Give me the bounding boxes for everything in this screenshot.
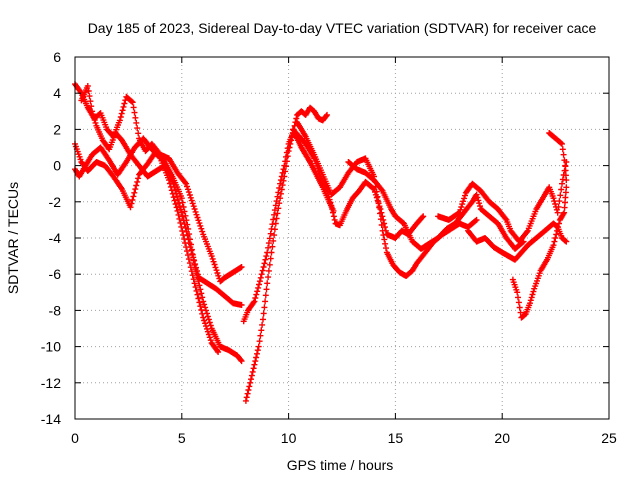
y-tick-label: -6 xyxy=(49,266,62,282)
y-tick-label: -2 xyxy=(49,194,62,210)
x-tick-labels: 0 5 10 15 20 25 xyxy=(71,430,617,446)
y-tick-label: 2 xyxy=(53,121,61,137)
track-13-markers xyxy=(546,130,570,184)
track-13 xyxy=(546,130,570,184)
x-tick-label: 15 xyxy=(388,430,404,446)
y-tick-label: -10 xyxy=(41,339,61,355)
y-axis-label: SDTVAR / TECUs xyxy=(5,182,21,294)
chart-title: Day 185 of 2023, Sidereal Day-to-day VTE… xyxy=(88,20,597,36)
y-tick-label: 0 xyxy=(53,158,61,174)
track-11 xyxy=(465,220,570,263)
data-markers xyxy=(72,81,570,404)
x-tick-label: 0 xyxy=(71,430,79,446)
x-tick-label: 20 xyxy=(494,430,510,446)
track-12-markers xyxy=(509,184,570,321)
track-10-markers xyxy=(435,159,570,245)
y-tick-label: 4 xyxy=(53,85,61,101)
track-4 xyxy=(78,83,245,308)
x-axis-label: GPS time / hours xyxy=(287,457,394,473)
x-tick-label: 25 xyxy=(601,430,617,446)
y-tick-labels: -14 -12 -10 -8 -6 -4 -2 0 2 4 6 xyxy=(41,49,61,427)
track-12 xyxy=(509,184,570,321)
y-tick-label: -4 xyxy=(49,230,62,246)
y-tick-label: -14 xyxy=(41,411,61,427)
track-11-markers xyxy=(465,220,570,263)
x-tick-label: 10 xyxy=(281,430,297,446)
track-10 xyxy=(435,159,570,245)
x-tick-label: 5 xyxy=(178,430,186,446)
ticks xyxy=(74,56,610,420)
track-9-markers xyxy=(345,159,527,252)
y-tick-label: 6 xyxy=(53,49,61,65)
y-tick-label: -8 xyxy=(49,302,62,318)
track-4-markers xyxy=(78,83,245,308)
track-9 xyxy=(345,159,527,252)
y-tick-label: -12 xyxy=(41,375,61,391)
